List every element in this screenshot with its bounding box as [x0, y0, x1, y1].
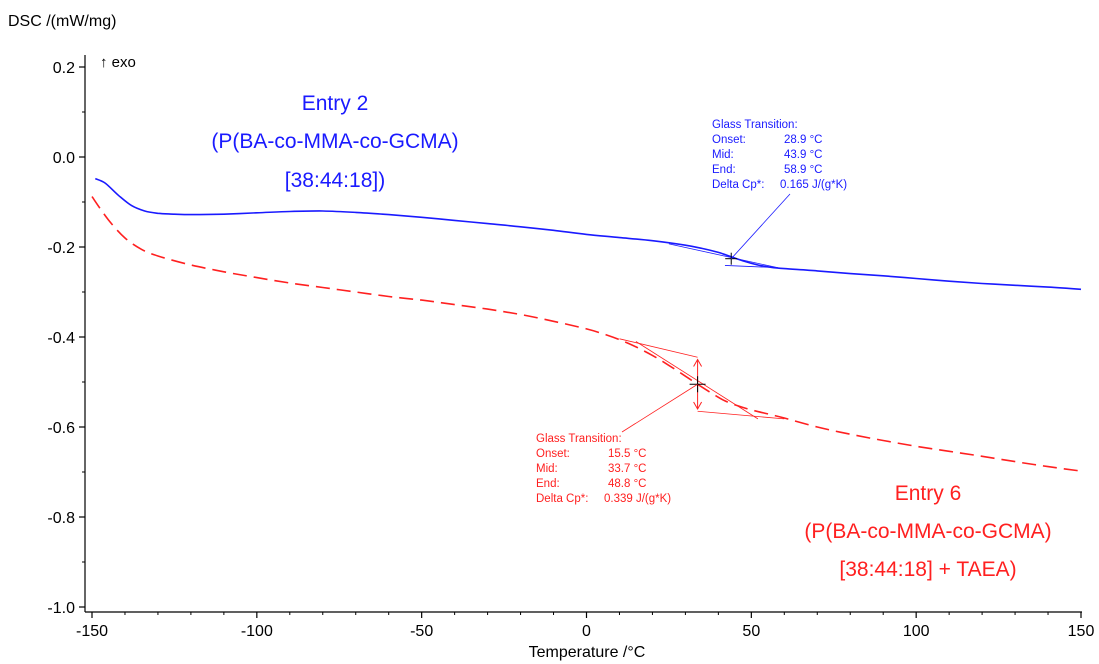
gt-annotation-entry2: Glass Transition: Onset: 28.9 °C Mid: 43…	[712, 119, 847, 191]
y-tick-label: 0.2	[53, 60, 75, 77]
gt-entry2-mid-value: 43.9 °C	[784, 149, 822, 161]
gt-entry6-tangent-lower	[697, 410, 785, 420]
x-tick-label: -150	[76, 623, 108, 640]
gt-entry6-tangent-mid	[635, 341, 759, 420]
gt-entry6-arrowhead-up	[693, 358, 703, 367]
exo-indicator: ↑ exo	[100, 54, 136, 71]
y-tick-label: -1.0	[47, 600, 75, 617]
gt-entry2-dcp-key: Delta Cp*:	[712, 179, 764, 191]
entry2-label-line3: [38:44:18])	[285, 169, 385, 192]
entry2-label-line1: Entry 2	[302, 92, 369, 115]
y-tick-label: -0.8	[47, 510, 75, 527]
series-layer	[91, 177, 1082, 472]
gt-entry2-dcp-value: 0.165 J/(g*K)	[780, 179, 847, 191]
gt-entry2-onset-key: Onset:	[712, 134, 746, 146]
gt-entry6-arrowhead-down	[693, 401, 703, 411]
y-tick-label: -0.4	[47, 330, 75, 347]
y-ticks: 0.2 0.0 -0.2 -0.4 -0.6 -0.8 -1.0	[47, 60, 85, 617]
y-tick-label: -0.6	[47, 420, 75, 437]
entry6-label-line3: [38:44:18] + TAEA)	[839, 558, 1016, 581]
x-tick-label: -50	[410, 623, 433, 640]
gt-entry6-dcp-key: Delta Cp*:	[536, 493, 588, 505]
annotation-layer	[619, 193, 791, 433]
gt-entry2-baseline	[724, 265, 778, 269]
gt-entry6-mid-value: 33.7 °C	[608, 463, 646, 475]
gt-entry2-mid-key: Mid:	[712, 149, 734, 161]
gt-entry2-end-value: 58.9 °C	[784, 164, 822, 176]
gt-entry6-end-value: 48.8 °C	[608, 478, 646, 490]
y-axis-title: DSC /(mW/mg)	[8, 13, 116, 30]
gt-annotation-entry6: Glass Transition: Onset: 15.5 °C Mid: 33…	[536, 433, 671, 505]
gt-entry2-leader	[730, 193, 791, 259]
gt-entry6-onset-key: Onset:	[536, 448, 570, 460]
gt-entry6-leader	[621, 383, 698, 433]
gt-entry6-end-key: End:	[536, 478, 560, 490]
x-ticks: -150 -100 -50 0 50 100 150	[76, 612, 1094, 640]
entry6-label-line2: (P(BA-co-MMA-co-GCMA)	[804, 520, 1051, 543]
gt-entry6-onset-value: 15.5 °C	[608, 448, 646, 460]
x-tick-label: 50	[742, 623, 760, 640]
gt-entry6-tangent-upper	[619, 338, 698, 358]
x-tick-label: 0	[582, 623, 591, 640]
gt-entry6-title: Glass Transition:	[536, 433, 622, 445]
x-tick-label: -100	[241, 623, 273, 640]
x-tick-label: 100	[903, 623, 930, 640]
gt-entry2-tangent	[668, 243, 778, 269]
x-axis-title: Temperature /°C	[529, 644, 646, 661]
x-tick-label: 150	[1068, 623, 1095, 640]
y-tick-label: -0.2	[47, 240, 75, 257]
y-tick-label: 0.0	[53, 150, 75, 167]
gt-entry2-onset-value: 28.9 °C	[784, 134, 822, 146]
series-entry2-line	[94, 177, 1082, 291]
gt-entry6-mid-key: Mid:	[536, 463, 558, 475]
gt-entry2-title: Glass Transition:	[712, 119, 798, 131]
gt-entry6-dcp-value: 0.339 J/(g*K)	[604, 493, 671, 505]
series-entry6-line	[91, 196, 1082, 472]
entry6-label-line1: Entry 6	[895, 482, 962, 505]
entry2-label-line2: (P(BA-co-MMA-co-GCMA)	[211, 130, 458, 153]
gt-entry2-end-key: End:	[712, 164, 736, 176]
